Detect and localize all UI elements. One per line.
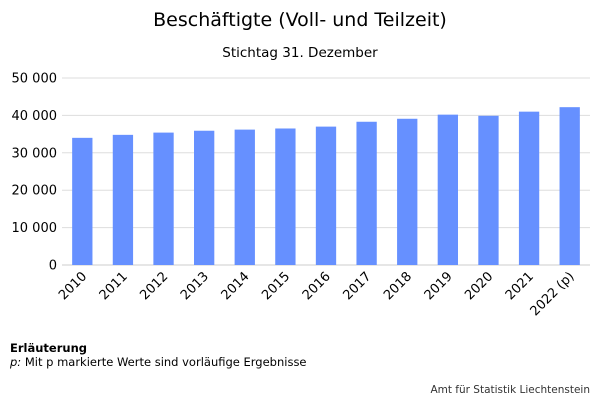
bar-2013: [194, 130, 215, 265]
bar-2015: [275, 128, 296, 265]
y-tick-label: 30 000: [12, 146, 58, 161]
y-tick-label: 0: [49, 259, 57, 274]
x-tick-label: 2012: [137, 269, 171, 303]
y-tick-label: 20 000: [12, 184, 58, 199]
x-tick-label: 2022 (p): [528, 269, 578, 319]
note-text: Mit p markierte Werte sind vorläufige Er…: [24, 355, 307, 369]
x-tick-label: 2010: [56, 269, 90, 303]
chart-subtitle: Stichtag 31. Dezember: [222, 45, 378, 61]
x-tick-label: 2011: [97, 269, 131, 303]
bar-2020: [478, 115, 499, 265]
bar-2019: [437, 114, 458, 265]
x-axis-ticks: 2010 2011 2012 2013 2014 2015 2016 2017 2018 2019…: [56, 269, 577, 319]
x-tick-label: 2021: [503, 269, 537, 303]
x-tick-label: 2014: [219, 269, 253, 303]
x-tick-label: 2018: [381, 269, 415, 303]
bar-2022p: [559, 107, 580, 265]
bar-chart: Beschäftigte (Voll- und Teilzeit) Sticht…: [12, 9, 590, 319]
x-tick-label: 2017: [340, 269, 374, 303]
bar-2016: [315, 126, 337, 266]
y-axis-ticks: 0 10 000 20 000 30 000 40 000 50 000: [12, 72, 58, 274]
source-label: Amt für Statistik Liechtenstein: [430, 384, 590, 396]
bars: [72, 107, 580, 266]
chart-title: Beschäftigte (Voll- und Teilzeit): [153, 9, 447, 31]
bar-2018: [397, 118, 418, 266]
y-tick-label: 40 000: [12, 109, 58, 124]
x-tick-label: 2016: [300, 269, 334, 303]
y-tick-label: 50 000: [12, 72, 58, 87]
explanation-note: Erläuterung p: Mit p markierte Werte sin…: [10, 341, 307, 369]
x-tick-label: 2015: [259, 269, 293, 303]
bar-2017: [356, 121, 377, 266]
x-tick-label: 2020: [462, 269, 496, 303]
bar-2011: [112, 134, 134, 265]
note-key: p:: [10, 355, 22, 369]
bar-2014: [234, 129, 255, 265]
bar-2010: [72, 137, 93, 265]
bar-2021: [518, 111, 540, 265]
y-tick-label: 10 000: [12, 221, 58, 236]
bar-2012: [153, 132, 174, 265]
note-heading: Erläuterung: [10, 341, 87, 355]
x-tick-label: 2013: [178, 269, 212, 303]
note-line: p: Mit p markierte Werte sind vorläufige…: [10, 355, 307, 369]
x-tick-label: 2019: [422, 269, 456, 303]
